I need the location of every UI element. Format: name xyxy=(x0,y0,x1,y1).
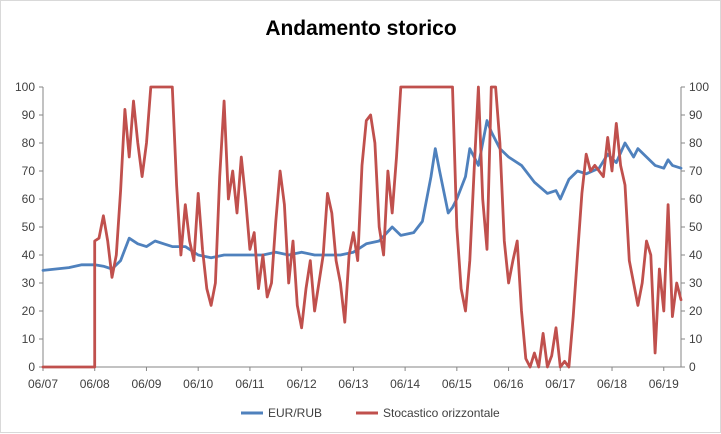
y-tick-label-left: 0 xyxy=(28,360,35,374)
y-tick-label-right: 100 xyxy=(689,80,709,94)
x-tick-label: 06/13 xyxy=(338,377,368,391)
y-tick-label-left: 90 xyxy=(22,108,36,122)
x-tick-label: 06/19 xyxy=(649,377,679,391)
x-tick-label: 06/14 xyxy=(390,377,420,391)
series-layer xyxy=(41,85,683,369)
x-tick-label: 06/10 xyxy=(183,377,213,391)
x-tick-label: 06/07 xyxy=(28,377,58,391)
x-tick-label: 06/11 xyxy=(235,377,264,391)
y-tick-label-left: 100 xyxy=(15,80,35,94)
x-tick-label: 06/16 xyxy=(494,377,524,391)
y-tick-label-right: 0 xyxy=(689,360,696,374)
y-tick-label-left: 40 xyxy=(22,248,36,262)
y-tick-label-left: 10 xyxy=(22,332,36,346)
y-tick-label-right: 60 xyxy=(689,192,703,206)
y-tick-label-left: 70 xyxy=(22,164,36,178)
x-tick-label: 06/08 xyxy=(80,377,110,391)
x-tick-label: 06/17 xyxy=(545,377,575,391)
x-tick-label: 06/09 xyxy=(131,377,161,391)
legend-label: Stocastico orizzontale xyxy=(383,406,500,420)
legend: EUR/RUB Stocastico orizzontale xyxy=(241,406,500,420)
y-tick-label-left: 50 xyxy=(22,220,36,234)
y-tick-label-right: 30 xyxy=(689,276,703,290)
y-tick-label-left: 60 xyxy=(22,192,36,206)
x-tick-label: 06/18 xyxy=(597,377,627,391)
y-tick-label-right: 50 xyxy=(689,220,703,234)
y-tick-label-left: 80 xyxy=(22,136,36,150)
x-tick-label: 06/12 xyxy=(287,377,317,391)
chart-title: Andamento storico xyxy=(265,17,456,40)
series-line-stocastico xyxy=(41,85,683,369)
y-tick-label-right: 20 xyxy=(689,304,703,318)
y-tick-label-right: 10 xyxy=(689,332,703,346)
y-tick-label-right: 40 xyxy=(689,248,703,262)
y-tick-label-left: 20 xyxy=(22,304,36,318)
y-tick-label-right: 80 xyxy=(689,136,703,150)
legend-label: EUR/RUB xyxy=(268,406,322,420)
axes: 0 10 20 30 40 50 60 70 80 90 100 0 10 20 30 40 50 60 70 80 9… xyxy=(15,80,709,391)
y-tick-label-right: 70 xyxy=(689,164,703,178)
y-tick-label-right: 90 xyxy=(689,108,703,122)
x-tick-label: 06/15 xyxy=(442,377,472,391)
y-tick-label-left: 30 xyxy=(22,276,36,290)
